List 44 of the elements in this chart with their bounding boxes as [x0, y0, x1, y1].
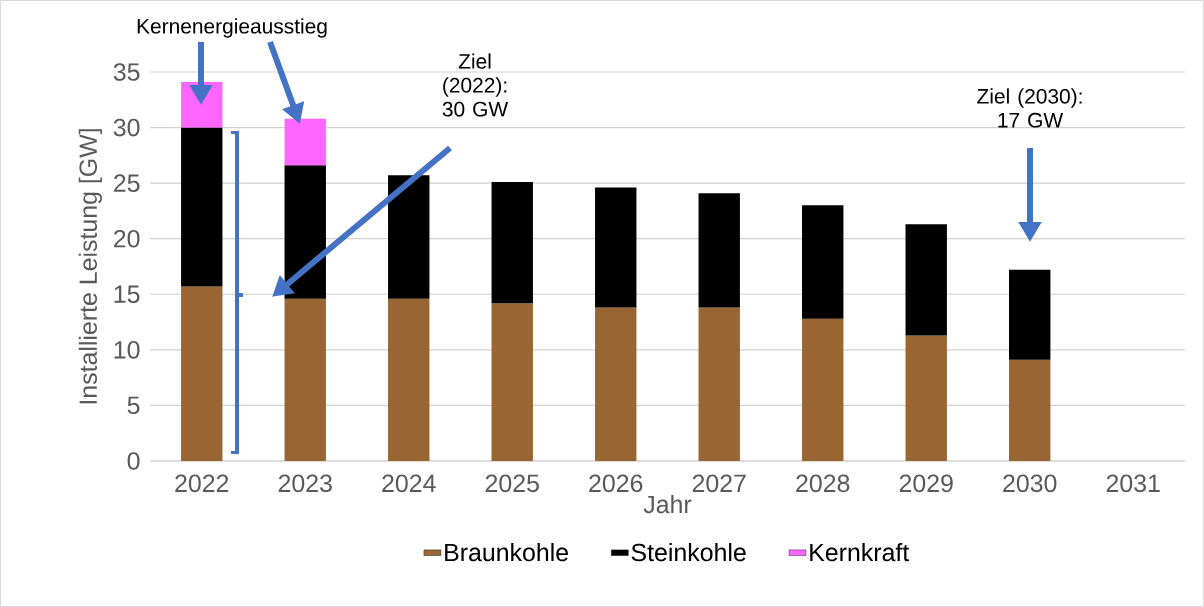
bar	[698, 193, 740, 308]
x-tick-label: 2030	[1003, 474, 1057, 493]
x-tick-label: 2022	[175, 474, 229, 493]
annotation: Ziel (2022): 30 GW	[442, 53, 509, 117]
x-tick-label: 2028	[796, 474, 850, 493]
x-tick-label: 2029	[899, 474, 953, 493]
y-tick-label: 15	[114, 285, 140, 303]
y-tick-label: 25	[114, 174, 140, 192]
x-tick-label: 2027	[692, 474, 746, 493]
bar	[388, 175, 430, 299]
y-tick-label: 20	[114, 229, 140, 248]
bar	[802, 205, 844, 319]
y-tick-label: 35	[113, 63, 140, 81]
bar	[491, 182, 533, 304]
x-tick-label: 2023	[278, 474, 332, 493]
bar	[1009, 269, 1051, 360]
bar	[905, 335, 947, 461]
bar	[491, 303, 533, 461]
bar	[802, 318, 844, 461]
legend-label: Braunkohle	[445, 542, 568, 562]
bar	[905, 224, 947, 336]
legend-label: Kernkraft	[810, 542, 910, 562]
x-axis-title: Jahr	[643, 494, 692, 514]
y-tick-label: 10	[114, 341, 140, 359]
y-axis-title: Installierte Leistung [GW]	[78, 129, 102, 404]
bar	[181, 286, 223, 461]
x-tick-label: 2025	[485, 474, 539, 493]
text: Kernenergieausstieg	[137, 18, 327, 38]
legend-label: Steinkohle	[631, 542, 746, 562]
annotation: Ziel (2030): 17 GW	[977, 88, 1082, 128]
bar	[698, 307, 740, 461]
y-tick-label: 0	[127, 452, 140, 470]
bar	[181, 127, 223, 287]
x-tick-label: 2026	[589, 474, 643, 493]
y-tick-label: 5	[127, 396, 140, 415]
bar	[595, 307, 637, 461]
bar	[595, 187, 637, 308]
bar	[388, 298, 430, 461]
x-tick-label: 2024	[382, 474, 436, 493]
y-tick-label: 30	[113, 118, 140, 137]
bar	[1009, 359, 1051, 461]
bar	[284, 165, 326, 299]
bar	[284, 298, 326, 461]
x-tick-label: 2031	[1106, 474, 1160, 493]
